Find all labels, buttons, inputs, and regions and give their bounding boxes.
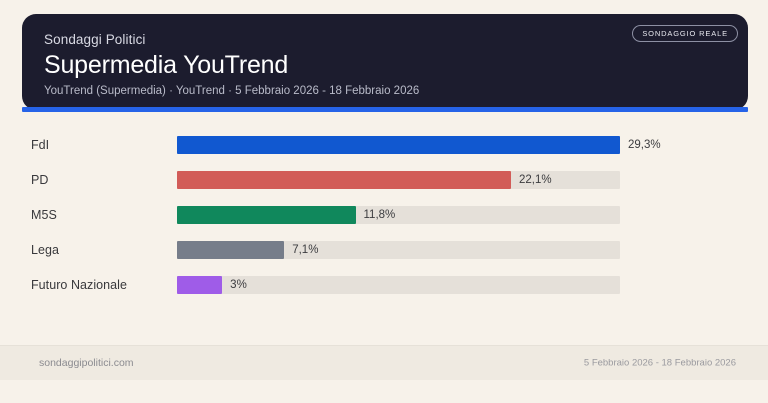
chart-row: Lega 7,1% [0, 233, 768, 267]
chart-row: FdI 29,3% [0, 128, 768, 162]
status-badge: SONDAGGIO REALE [632, 25, 738, 42]
bar-fill [177, 276, 223, 294]
footer-site-link[interactable]: sondaggipolitici.com [39, 357, 134, 369]
bar-fill [177, 136, 620, 154]
bar-track: 3% [177, 276, 620, 294]
header-subtitle: YouTrend (Supermedia) · YouTrend · 5 Feb… [44, 85, 420, 97]
bar-value-label: 11,8% [363, 209, 396, 221]
bar-label: PD [31, 173, 49, 187]
header-accent-strip [22, 107, 748, 112]
bar-value-label: 3% [230, 279, 247, 291]
bar-label: Futuro Nazionale [31, 278, 127, 292]
bar-value-label: 7,1% [292, 244, 319, 256]
chart-row: M5S 11,8% [0, 198, 768, 232]
bar-fill [177, 171, 512, 189]
bar-track: 11,8% [177, 206, 620, 224]
bar-label: M5S [31, 208, 57, 222]
bar-fill [177, 206, 356, 224]
bar-label: Lega [31, 243, 60, 257]
chart-row: Futuro Nazionale 3% [0, 268, 768, 302]
bar-track: 22,1% [177, 171, 620, 189]
bar-fill [177, 241, 285, 259]
chart-row: PD 22,1% [0, 163, 768, 197]
header: Sondaggi Politici Supermedia YouTrend Yo… [22, 14, 748, 114]
footer-date-range: 5 Febbraio 2026 - 18 Febbraio 2026 [583, 357, 736, 369]
bar-track: 29,3% [177, 136, 661, 154]
header-kicker: Sondaggi Politici [44, 32, 146, 47]
header-card: Sondaggi Politici Supermedia YouTrend Yo… [22, 14, 748, 110]
bar-label: FdI [31, 138, 50, 152]
page-title: Supermedia YouTrend [44, 51, 289, 79]
footer-divider [0, 345, 768, 346]
bar-value-label: 22,1% [519, 174, 552, 186]
bar-track: 7,1% [177, 241, 620, 259]
bar-value-label: 29,3% [628, 139, 661, 151]
bar-chart: FdI 29,3% PD 22,1% M5S 11,8% Lega [0, 128, 768, 303]
footer: sondaggipolitici.com 5 Febbraio 2026 - 1… [0, 346, 768, 380]
